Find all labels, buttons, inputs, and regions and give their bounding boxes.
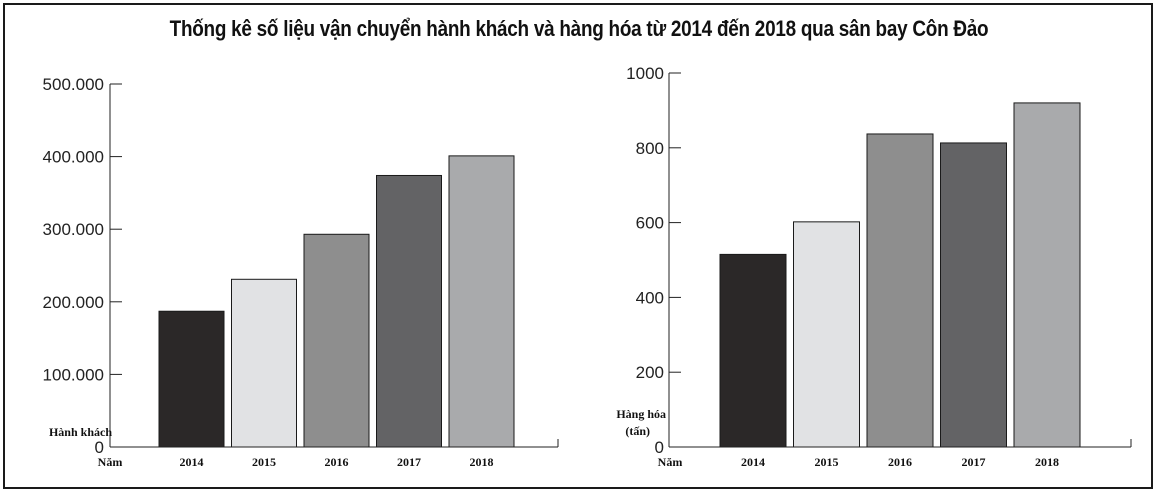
chart-title: Thống kê số liệu vận chuyển hành khách v… — [169, 16, 989, 41]
x-tick-label: 2017 — [397, 455, 421, 469]
bar-2017 — [940, 142, 1007, 448]
y-tick-label: 200 — [636, 363, 664, 382]
y-tick-label: 600 — [636, 214, 664, 233]
x-tick-label: 2017 — [962, 455, 986, 469]
x-tick-label: 2016 — [325, 455, 349, 469]
cargo-chart: 0 200 400 600 800 1000 2014 2015 2016 2017 2018 Năm… — [616, 64, 1132, 469]
y-tick-label: 0 — [655, 438, 664, 457]
x-tick-label: 2014 — [180, 455, 204, 469]
y-tick-label: 400.000 — [43, 148, 104, 167]
bar-2018 — [1013, 102, 1081, 448]
y-tick-label: 300.000 — [43, 220, 104, 239]
y-tick-label: 100.000 — [43, 365, 104, 384]
y-axis-label-line: (tấn) — [625, 424, 650, 438]
bar-2016 — [866, 133, 934, 448]
bar-2018 — [448, 155, 515, 448]
y-tick-label: 800 — [636, 139, 664, 158]
y-tick-label: 500.000 — [43, 75, 104, 94]
x-tick-label: 2016 — [888, 455, 912, 469]
y-tick-label: 0 — [95, 438, 104, 457]
x-tick-label: 2014 — [741, 455, 765, 469]
bar-2015 — [793, 221, 860, 448]
bar-2016 — [303, 233, 370, 448]
bar-2014 — [158, 310, 225, 448]
passenger-chart: 0 100.000 200.000 300.000 400.000 500.000 2014… — [43, 75, 559, 469]
x-tick-label: 2018 — [470, 455, 494, 469]
x-axis-label: Năm — [658, 455, 683, 469]
y-tick-label: 200.000 — [43, 293, 104, 312]
x-tick-label: 2015 — [815, 455, 839, 469]
y-tick-label: 1000 — [626, 64, 664, 83]
x-axis-label: Năm — [98, 455, 123, 469]
x-tick-label: 2015 — [252, 455, 276, 469]
y-axis-label-line: Hàng hóa — [616, 407, 666, 421]
y-axis-label: Hàng hóa (tấn) — [616, 407, 666, 438]
bar-2015 — [231, 278, 297, 448]
x-tick-label: 2018 — [1035, 455, 1059, 469]
y-axis-label: Hành khách — [49, 425, 112, 439]
y-tick-label: 400 — [636, 288, 664, 307]
bar-2014 — [719, 253, 787, 448]
bar-2017 — [376, 174, 442, 448]
